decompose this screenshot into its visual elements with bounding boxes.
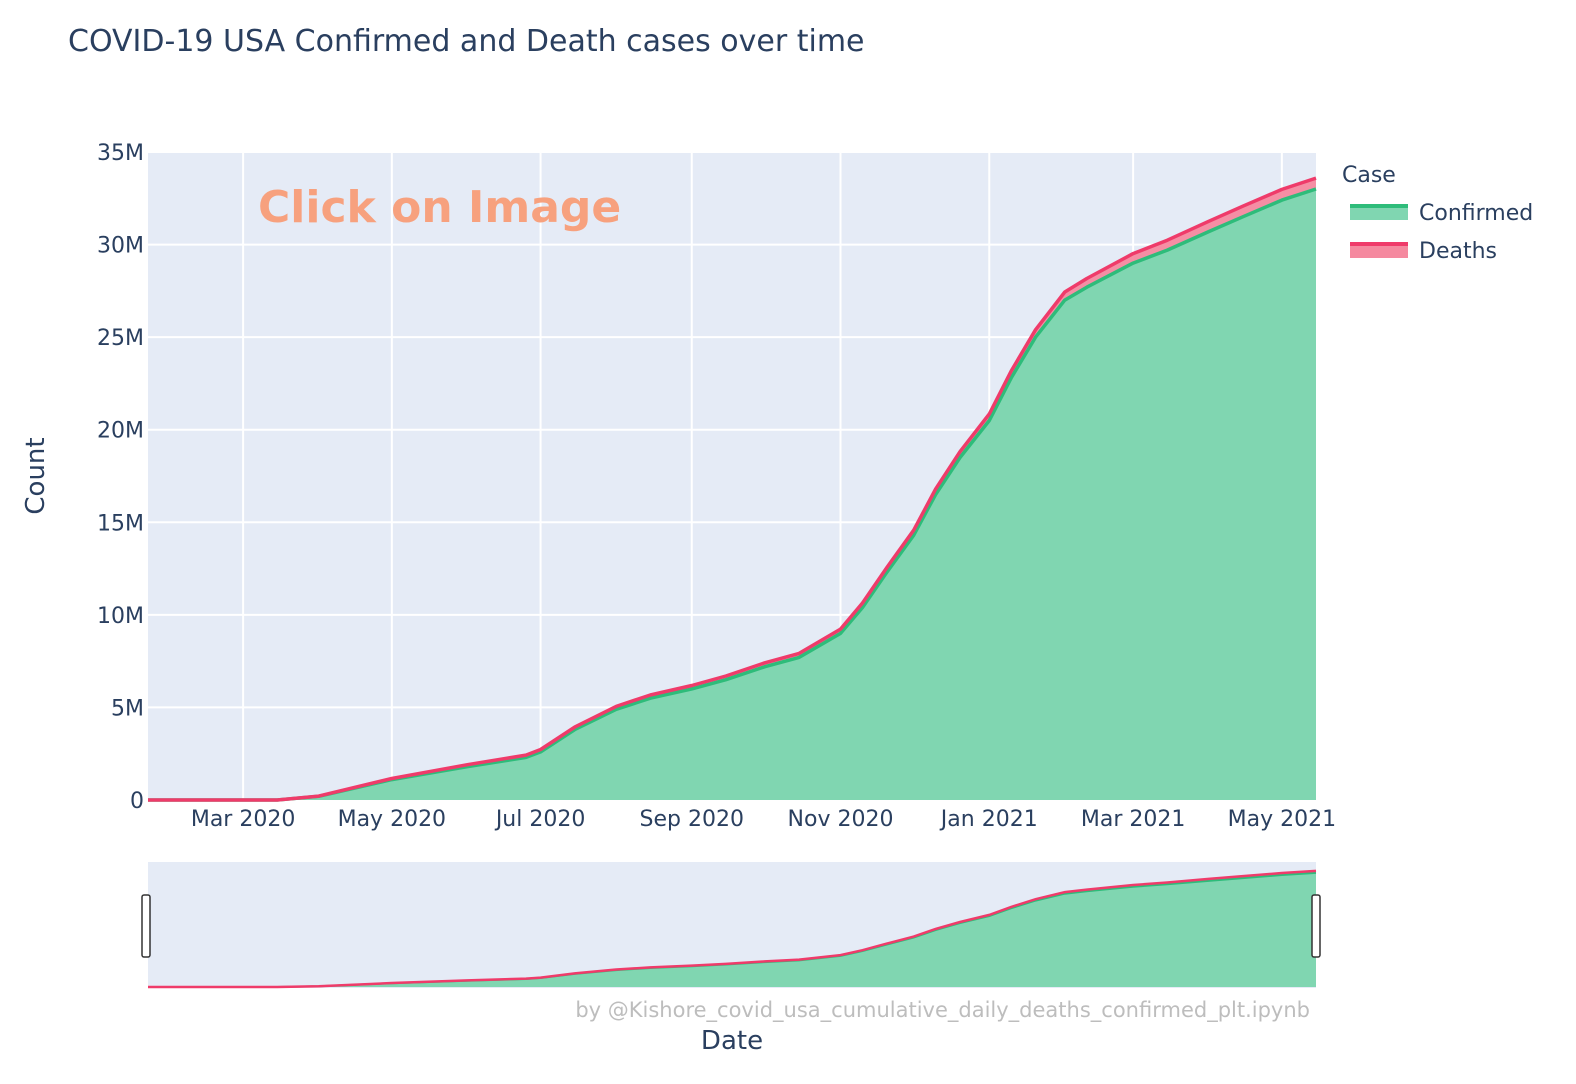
slider-confirmed-area [148,872,1316,987]
chart-title: COVID-19 USA Confirmed and Death cases o… [68,24,865,59]
legend-label-deaths: Deaths [1419,239,1497,264]
x-tick-label: May 2020 [338,807,446,832]
x-tick-label: Mar 2020 [191,807,296,832]
y-axis-ticks: 0 5M 10M 15M 20M 25M 30M 35M [97,141,144,814]
y-axis-title: Count [21,437,51,514]
legend-swatch-confirmed [1350,205,1408,220]
range-slider-areas [148,869,1317,989]
y-tick-label: 35M [97,141,144,166]
legend: Case Confirmed Deaths [1342,163,1533,264]
y-tick-label: 30M [97,234,144,259]
footnote: by @Kishore_covid_usa_cumulative_daily_d… [575,998,1310,1023]
x-tick-label: Jan 2021 [939,807,1038,832]
deaths-line[interactable] [148,176,1317,802]
legend-label-confirmed: Confirmed [1419,201,1533,226]
legend-item-confirmed[interactable]: Confirmed [1350,201,1533,226]
y-tick-label: 10M [97,604,144,629]
x-tick-label: Nov 2020 [788,807,894,832]
x-tick-label: Jul 2020 [494,807,586,832]
legend-title: Case [1342,163,1396,188]
range-slider-handle-right[interactable] [1311,894,1321,958]
slider-deaths-line [148,869,1317,989]
x-axis-ticks: Mar 2020 May 2020 Jul 2020 Sep 2020 Nov 2020… [191,807,1336,832]
y-tick-label: 15M [97,511,144,536]
confirmed-line[interactable] [148,187,1317,802]
confirmed-area[interactable] [148,189,1316,800]
x-axis-title: Date [701,1026,763,1056]
series-lines[interactable] [148,176,1317,802]
y-tick-label: 5M [111,696,144,721]
y-tick-label: 25M [97,326,144,351]
x-tick-label: Mar 2021 [1081,807,1186,832]
legend-item-deaths[interactable]: Deaths [1350,239,1497,264]
x-tick-label: May 2021 [1228,807,1336,832]
range-slider[interactable] [141,862,1321,989]
annotation-text[interactable]: Click on Image [258,182,621,233]
legend-swatch-deaths [1350,243,1408,258]
y-tick-label: 20M [97,419,144,444]
y-tick-label: 0 [130,789,144,814]
range-slider-handle-left[interactable] [141,894,151,958]
x-tick-label: Sep 2020 [640,807,744,832]
